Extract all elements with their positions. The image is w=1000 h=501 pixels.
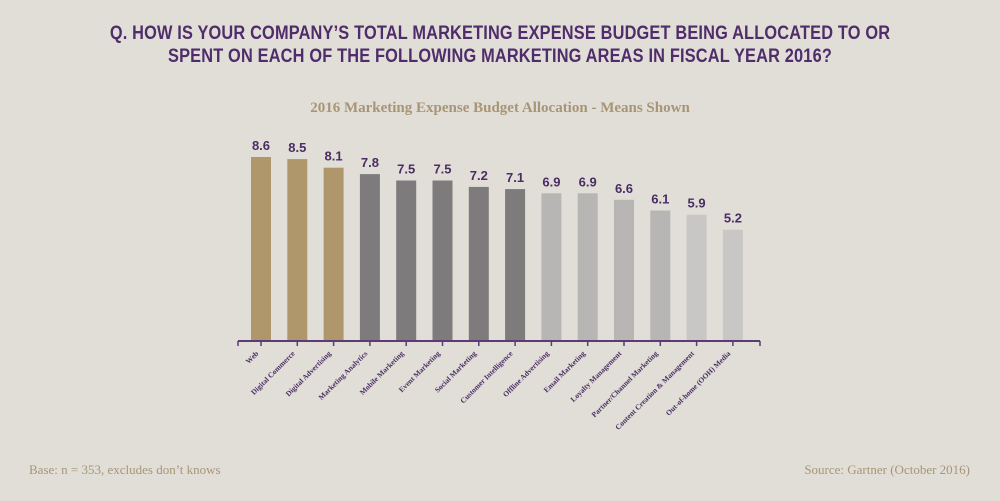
question-heading: Q. HOW IS YOUR COMPANY’S TOTAL MARKETING…	[70, 22, 930, 68]
value-label-5: 7.5	[433, 162, 451, 177]
bar-11	[650, 210, 671, 341]
x-axis	[237, 340, 761, 346]
bar-2	[323, 167, 344, 341]
value-label-7: 7.1	[506, 170, 524, 185]
value-label-2: 8.1	[325, 149, 343, 164]
value-label-3: 7.8	[361, 155, 379, 170]
category-label-13: Out-of-home (OOH) Media	[664, 349, 733, 418]
bar-12	[686, 214, 707, 341]
value-label-8: 6.9	[542, 174, 560, 189]
bar-5	[432, 180, 453, 341]
bar-0	[251, 157, 271, 341]
question-line-1: Q. HOW IS YOUR COMPANY’S TOTAL MARKETING…	[109, 23, 891, 44]
value-labels-group: 8.6 8.5 8.1 7.8 7.5 7.5 7.2 7.1 6.9 6.9 6.6 6.1 5.9 5…	[252, 138, 742, 226]
value-label-6: 7.2	[470, 168, 488, 183]
category-label-11: Partner/Channel Marketing	[590, 349, 660, 419]
bar-1	[287, 159, 308, 341]
base-note: Base: n = 353, excludes don’t knows	[29, 462, 221, 477]
value-label-13: 5.2	[724, 211, 742, 226]
bar-6	[468, 186, 489, 341]
value-label-4: 7.5	[397, 162, 415, 177]
question-line-2: SPENT ON EACH OF THE FOLLOWING MARKETING…	[168, 46, 832, 67]
bar-13	[722, 229, 743, 341]
bar-3	[359, 174, 380, 341]
value-label-0: 8.6	[252, 138, 270, 153]
value-label-9: 6.9	[579, 174, 597, 189]
value-label-12: 5.9	[688, 196, 706, 211]
chart-title: 2016 Marketing Expense Budget Allocation…	[310, 100, 690, 116]
bar-7	[505, 189, 526, 341]
value-label-11: 6.1	[651, 192, 669, 207]
category-label-0: Web	[244, 349, 261, 366]
bar-8	[541, 193, 562, 341]
source-note: Source: Gartner (October 2016)	[804, 462, 970, 477]
bar-9	[577, 193, 598, 341]
bar-4	[396, 180, 417, 341]
bars-group	[251, 157, 743, 341]
value-label-1: 8.5	[288, 140, 306, 155]
value-label-10: 6.6	[615, 181, 633, 196]
bar-10	[614, 199, 634, 341]
